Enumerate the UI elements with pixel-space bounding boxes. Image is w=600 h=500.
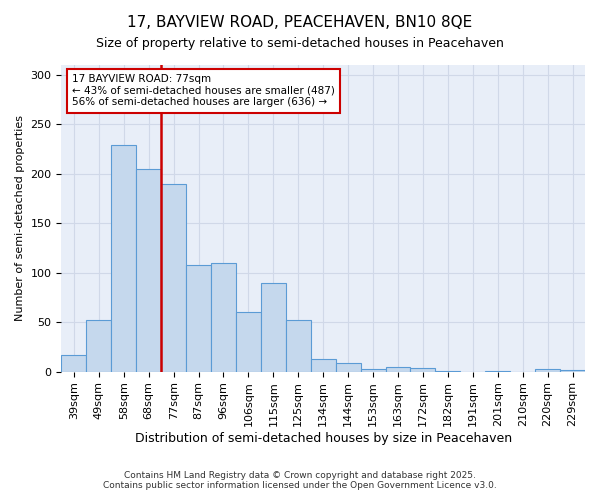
Bar bbox=[361, 368, 386, 372]
Text: Contains HM Land Registry data © Crown copyright and database right 2025.
Contai: Contains HM Land Registry data © Crown c… bbox=[103, 470, 497, 490]
Bar bbox=[111, 145, 136, 372]
Bar bbox=[560, 370, 585, 372]
Y-axis label: Number of semi-detached properties: Number of semi-detached properties bbox=[15, 116, 25, 322]
Text: 17 BAYVIEW ROAD: 77sqm
← 43% of semi-detached houses are smaller (487)
56% of se: 17 BAYVIEW ROAD: 77sqm ← 43% of semi-det… bbox=[72, 74, 335, 108]
Bar bbox=[485, 370, 510, 372]
Bar bbox=[211, 263, 236, 372]
Bar bbox=[136, 169, 161, 372]
Bar bbox=[311, 358, 335, 372]
Bar bbox=[61, 355, 86, 372]
Bar bbox=[186, 265, 211, 372]
X-axis label: Distribution of semi-detached houses by size in Peacehaven: Distribution of semi-detached houses by … bbox=[134, 432, 512, 445]
Bar bbox=[335, 362, 361, 372]
Bar bbox=[261, 282, 286, 372]
Bar bbox=[535, 368, 560, 372]
Bar bbox=[386, 366, 410, 372]
Bar bbox=[161, 184, 186, 372]
Bar bbox=[410, 368, 436, 372]
Bar bbox=[236, 312, 261, 372]
Text: 17, BAYVIEW ROAD, PEACEHAVEN, BN10 8QE: 17, BAYVIEW ROAD, PEACEHAVEN, BN10 8QE bbox=[127, 15, 473, 30]
Text: Size of property relative to semi-detached houses in Peacehaven: Size of property relative to semi-detach… bbox=[96, 38, 504, 51]
Bar bbox=[86, 320, 111, 372]
Bar bbox=[436, 370, 460, 372]
Bar bbox=[286, 320, 311, 372]
